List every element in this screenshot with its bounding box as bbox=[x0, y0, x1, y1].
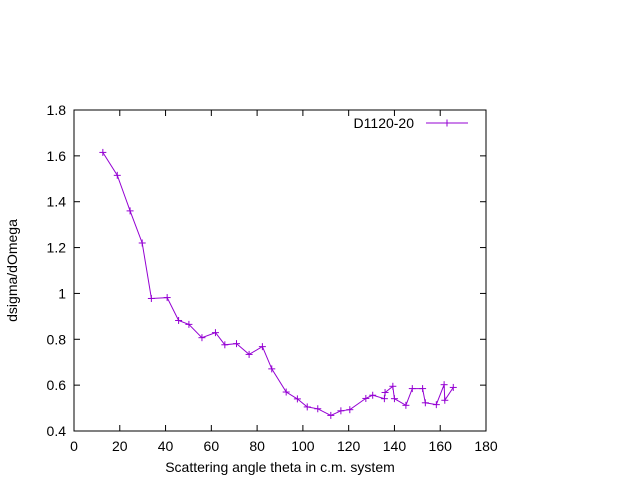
x-tick-label: 40 bbox=[158, 438, 174, 454]
y-tick-label: 1 bbox=[58, 285, 66, 301]
plot-frame bbox=[73, 109, 487, 432]
data-point bbox=[198, 334, 206, 342]
data-point bbox=[113, 171, 121, 179]
x-tick-label: 180 bbox=[474, 438, 498, 454]
x-axis-label: Scattering angle theta in c.m. system bbox=[165, 459, 395, 475]
data-point bbox=[303, 403, 311, 411]
data-point bbox=[346, 406, 354, 414]
data-point bbox=[99, 148, 107, 156]
data-point bbox=[282, 388, 290, 396]
data-point bbox=[327, 411, 335, 419]
data-point bbox=[449, 383, 457, 391]
data-point bbox=[245, 350, 253, 358]
x-tick-label: 160 bbox=[429, 438, 453, 454]
data-point bbox=[138, 239, 146, 247]
data-point bbox=[369, 391, 377, 399]
data-point bbox=[419, 385, 427, 393]
data-point bbox=[163, 294, 171, 302]
data-point bbox=[293, 395, 301, 403]
data-point bbox=[337, 407, 345, 415]
data-point bbox=[408, 385, 416, 393]
data-point bbox=[362, 394, 370, 402]
data-point bbox=[389, 382, 397, 390]
data-point bbox=[175, 316, 183, 324]
plot-layer bbox=[99, 148, 457, 419]
data-point bbox=[126, 207, 134, 215]
data-point bbox=[221, 341, 229, 349]
data-point bbox=[314, 405, 322, 413]
x-tick-label: 100 bbox=[291, 438, 315, 454]
y-tick-label: 1.8 bbox=[47, 102, 67, 118]
y-tick-label: 1.6 bbox=[47, 148, 67, 164]
x-tick-label: 120 bbox=[337, 438, 361, 454]
y-axis-label: dsigma/dOmega bbox=[4, 219, 20, 322]
legend: D1120-20 bbox=[354, 115, 468, 131]
data-point bbox=[211, 329, 219, 337]
data-point bbox=[258, 343, 266, 351]
y-tick-label: 0.6 bbox=[47, 377, 67, 393]
data-point bbox=[380, 395, 388, 403]
data-point bbox=[233, 340, 241, 348]
data-point bbox=[185, 320, 193, 328]
data-point bbox=[402, 401, 410, 409]
legend-label: D1120-20 bbox=[354, 115, 415, 131]
data-point bbox=[390, 395, 398, 403]
y-tick-label: 0.8 bbox=[47, 331, 67, 347]
y-tick-label: 0.4 bbox=[47, 423, 67, 439]
x-tick-label: 60 bbox=[204, 438, 220, 454]
data-point bbox=[147, 294, 155, 302]
axes-layer: 0 20 40 60 80 100 120 140 160 180 0.4 0.6 0.8 1 1.2 1.4… bbox=[47, 102, 498, 454]
data-point bbox=[421, 399, 429, 407]
y-tick-label: 1.4 bbox=[47, 194, 67, 210]
data-point bbox=[440, 381, 448, 389]
y-tick-label: 1.2 bbox=[47, 240, 67, 256]
data-point bbox=[381, 388, 389, 396]
data-point bbox=[432, 401, 440, 409]
x-tick-label: 80 bbox=[249, 438, 265, 454]
data-point bbox=[441, 396, 449, 404]
x-tick-label: 20 bbox=[112, 438, 128, 454]
data-point bbox=[268, 365, 276, 373]
x-tick-label: 0 bbox=[70, 438, 78, 454]
x-tick-label: 140 bbox=[383, 438, 407, 454]
axis-labels: Scattering angle theta in c.m. system dsi… bbox=[4, 219, 395, 475]
